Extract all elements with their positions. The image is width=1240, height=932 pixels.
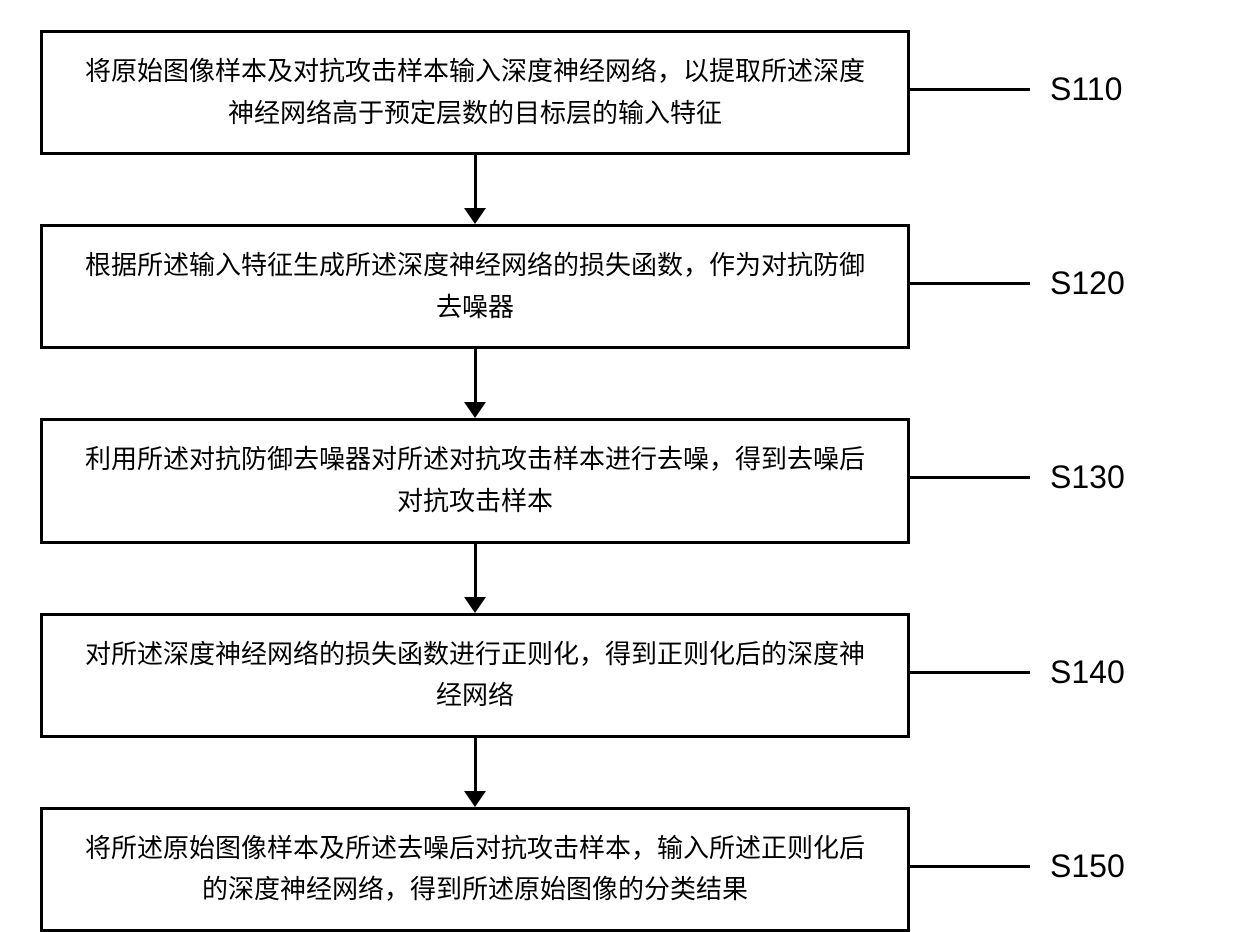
flowchart-step-row: 对所述深度神经网络的损失函数进行正则化，得到正则化后的深度神经网络 S140: [40, 613, 1200, 738]
arrow-head-icon: [464, 402, 486, 418]
arrow-line: [474, 738, 477, 793]
step-text: 对所述深度神经网络的损失函数进行正则化，得到正则化后的深度神经网络: [73, 634, 877, 717]
arrow-line: [474, 544, 477, 599]
connector-line: [910, 282, 1030, 285]
step-text: 将所述原始图像样本及所述去噪后对抗攻击样本，输入所述正则化后的深度神经网络，得到…: [73, 828, 877, 911]
step-text: 将原始图像样本及对抗攻击样本输入深度神经网络，以提取所述深度神经网络高于预定层数…: [73, 51, 877, 134]
arrow-head-icon: [464, 208, 486, 224]
flowchart-step-box: 利用所述对抗防御去噪器对所述对抗攻击样本进行去噪，得到去噪后对抗攻击样本: [40, 418, 910, 543]
step-label: S110: [1050, 71, 1122, 108]
step-label: S120: [1050, 265, 1125, 302]
flowchart-step-row: 根据所述输入特征生成所述深度神经网络的损失函数，作为对抗防御去噪器 S120: [40, 224, 1200, 349]
arrow-line: [474, 349, 477, 404]
flowchart-container: 将原始图像样本及对抗攻击样本输入深度神经网络，以提取所述深度神经网络高于预定层数…: [40, 30, 1200, 932]
flowchart-step-box: 对所述深度神经网络的损失函数进行正则化，得到正则化后的深度神经网络: [40, 613, 910, 738]
connector-line: [910, 476, 1030, 479]
step-text: 根据所述输入特征生成所述深度神经网络的损失函数，作为对抗防御去噪器: [73, 245, 877, 328]
step-label: S150: [1050, 848, 1125, 885]
flowchart-arrow: [40, 155, 910, 224]
step-text: 利用所述对抗防御去噪器对所述对抗攻击样本进行去噪，得到去噪后对抗攻击样本: [73, 439, 877, 522]
flowchart-arrow: [40, 349, 910, 418]
connector-line: [910, 88, 1030, 91]
step-label: S130: [1050, 459, 1125, 496]
arrow-line: [474, 155, 477, 210]
arrow-head-icon: [464, 597, 486, 613]
flowchart-step-box: 将所述原始图像样本及所述去噪后对抗攻击样本，输入所述正则化后的深度神经网络，得到…: [40, 807, 910, 932]
flowchart-arrow: [40, 738, 910, 807]
connector-line: [910, 865, 1030, 868]
flowchart-arrow: [40, 544, 910, 613]
flowchart-step-row: 利用所述对抗防御去噪器对所述对抗攻击样本进行去噪，得到去噪后对抗攻击样本 S13…: [40, 418, 1200, 543]
arrow-head-icon: [464, 791, 486, 807]
flowchart-step-row: 将原始图像样本及对抗攻击样本输入深度神经网络，以提取所述深度神经网络高于预定层数…: [40, 30, 1200, 155]
flowchart-step-box: 将原始图像样本及对抗攻击样本输入深度神经网络，以提取所述深度神经网络高于预定层数…: [40, 30, 910, 155]
connector-line: [910, 671, 1030, 674]
flowchart-step-box: 根据所述输入特征生成所述深度神经网络的损失函数，作为对抗防御去噪器: [40, 224, 910, 349]
flowchart-step-row: 将所述原始图像样本及所述去噪后对抗攻击样本，输入所述正则化后的深度神经网络，得到…: [40, 807, 1200, 932]
step-label: S140: [1050, 654, 1125, 691]
